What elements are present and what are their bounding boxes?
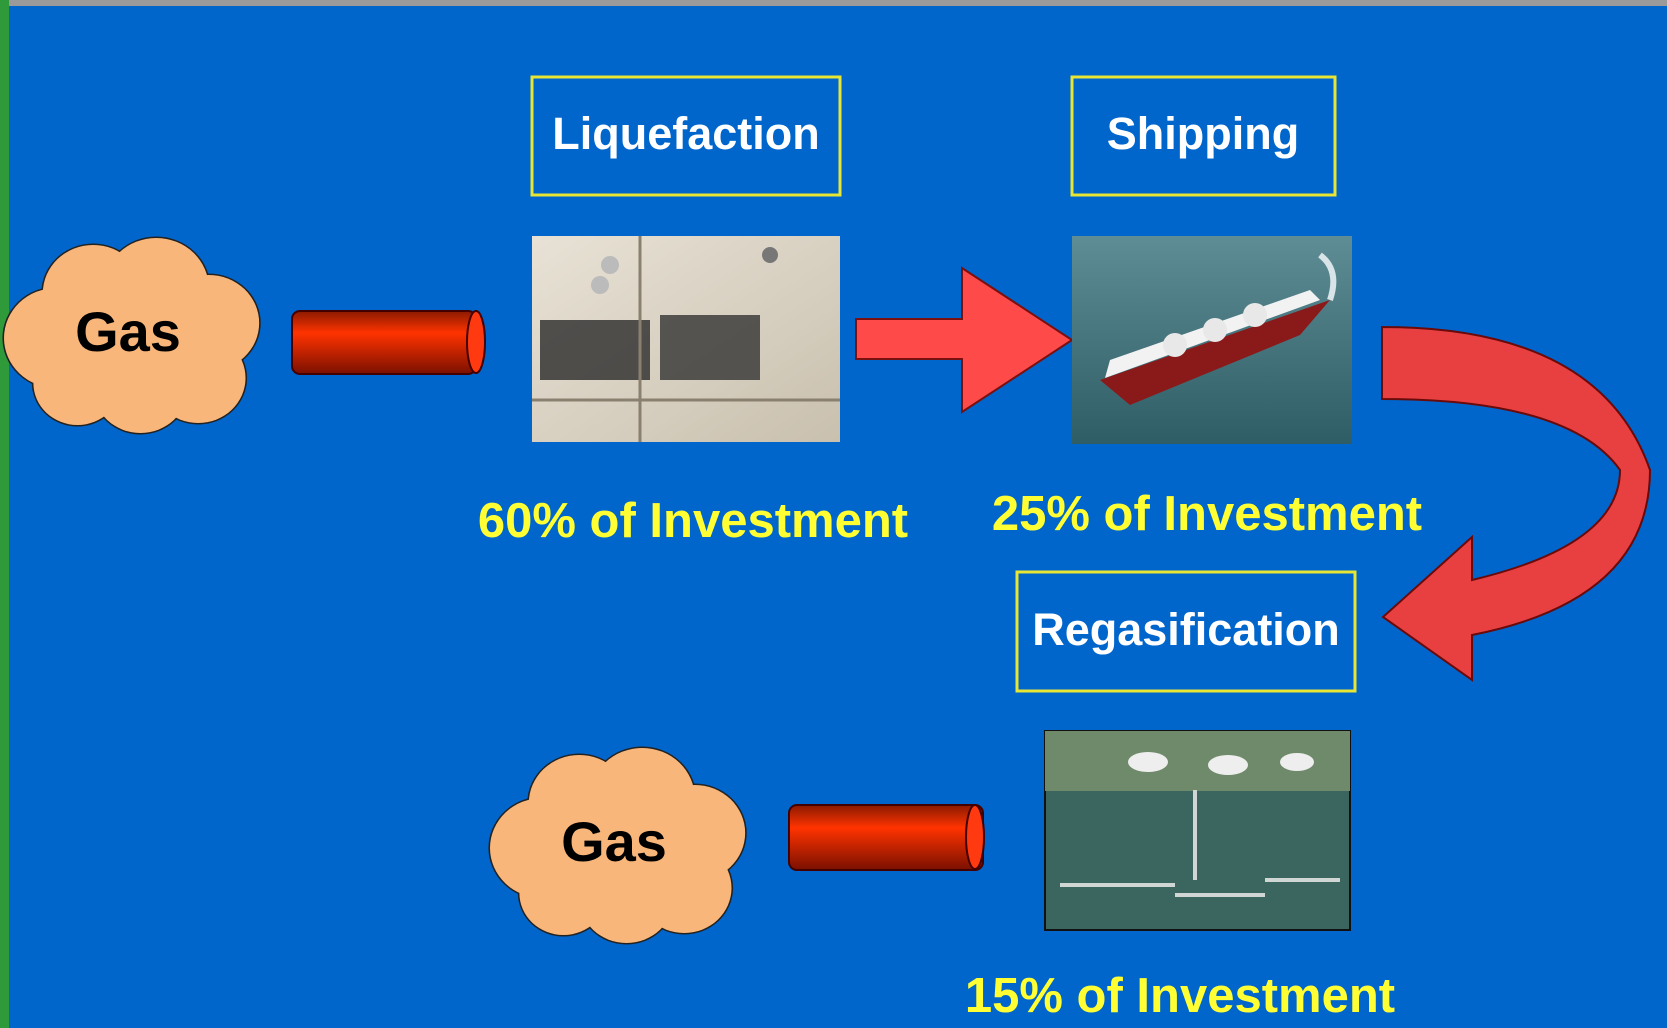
gas-label: Gas [75,300,181,363]
page: Gas Liquefaction 60% of Investment Shipp… [0,0,1667,1028]
liquefaction-photo [532,236,840,442]
pipe [789,805,984,870]
stage-label: Liquefaction [552,108,820,159]
terminal-photo [1045,731,1350,930]
investment-label: 25% of Investment [992,487,1422,541]
ship-photo [1072,236,1352,444]
diagram: Gas Liquefaction 60% of Investment Shipp… [0,0,1667,1028]
investment-label: 15% of Investment [965,969,1395,1023]
pipe [292,311,485,374]
left-bar [0,0,9,1028]
top-bar [0,0,1667,6]
stage-label: Regasification [1032,604,1340,655]
gas-label: Gas [561,810,667,873]
stage-label: Shipping [1107,108,1299,159]
investment-label: 60% of Investment [478,494,908,548]
